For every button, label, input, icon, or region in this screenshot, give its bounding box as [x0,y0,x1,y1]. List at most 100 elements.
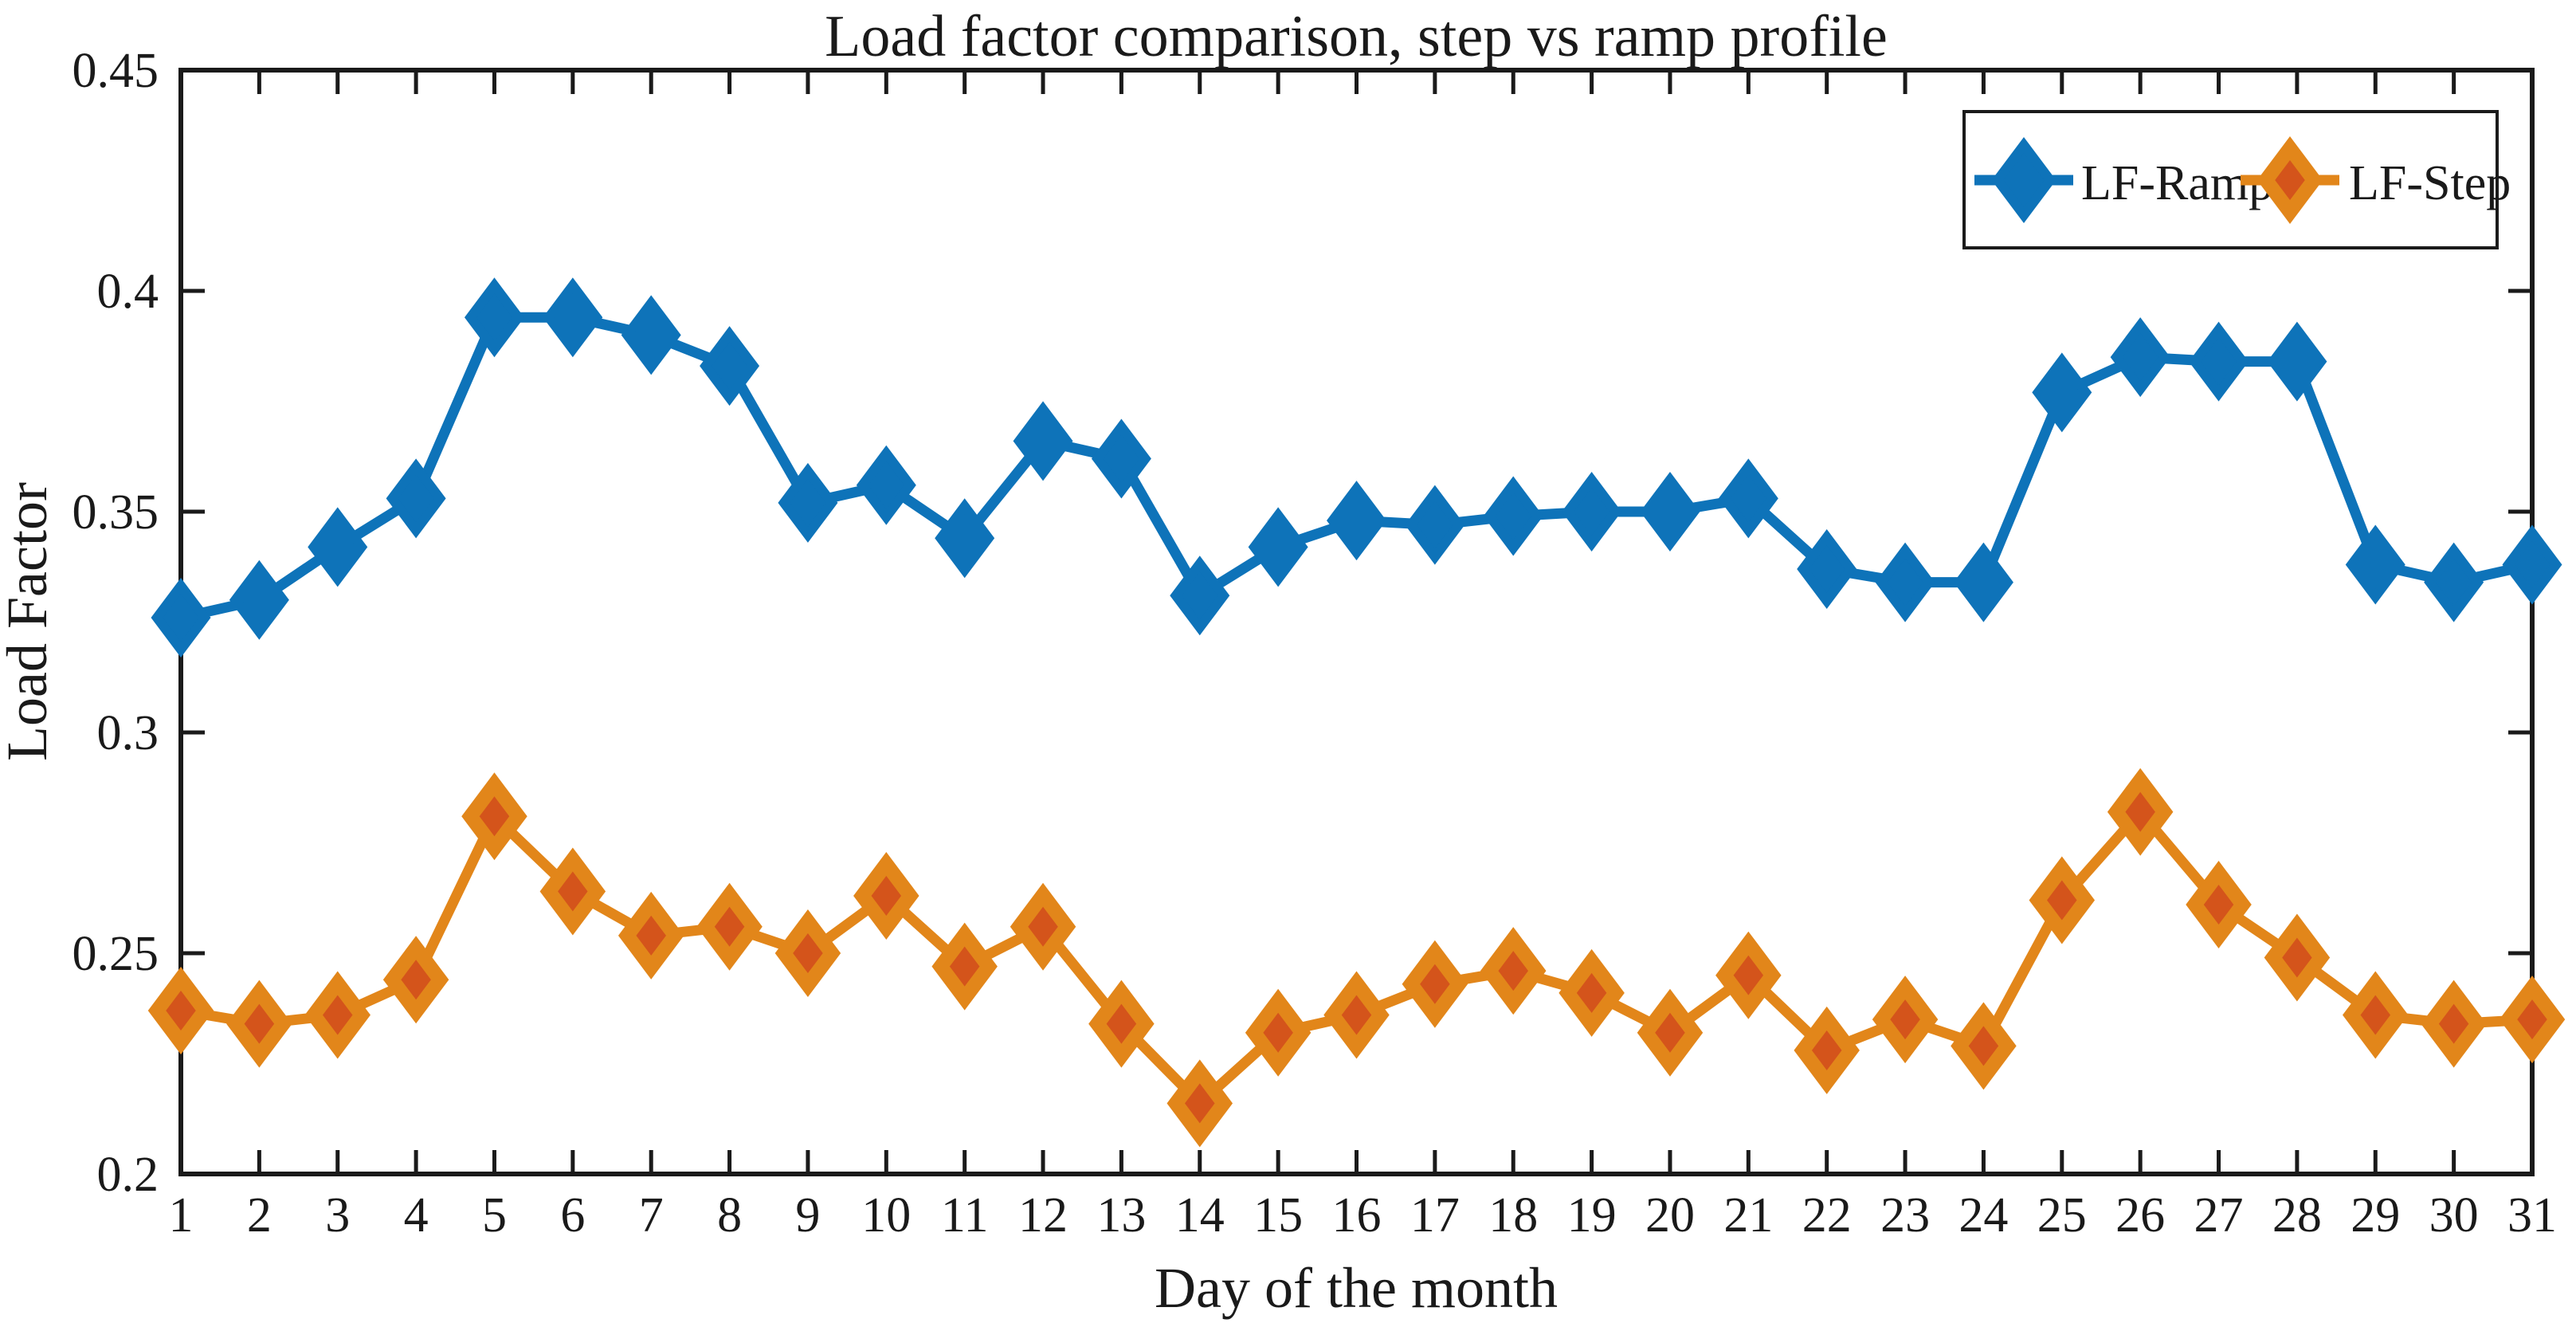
data-point-marker [1405,485,1465,565]
x-tick-label: 7 [639,1188,664,1243]
data-point-marker [464,277,524,358]
data-point-marker [2029,856,2096,944]
data-point-marker [2186,861,2252,949]
x-axis-label: Day of the month [1155,1256,1558,1320]
data-point-marker [1875,542,1935,622]
data-point-marker [1483,476,1543,556]
x-tick-label: 22 [1802,1188,1852,1243]
series-line-lf-ramp [175,312,2538,623]
axes: 1 2 3 4 5 6 7 8 9 10 11 12 13 14 15 16 17 18 19 20 21 22 23 24 2… [73,44,2558,1243]
x-tick-label: 10 [861,1188,911,1243]
x-tick-label: 1 [169,1188,194,1243]
data-point-marker [853,851,919,940]
data-point-marker [539,847,606,936]
x-tick-label: 30 [2429,1188,2479,1243]
x-tick-label: 14 [1175,1188,1225,1243]
data-point-marker [2032,352,2092,433]
data-point-marker [2421,980,2487,1068]
data-point-marker [386,458,446,539]
data-point-marker [1327,481,1386,561]
x-tick-label: 19 [1567,1188,1617,1243]
data-point-marker [1091,418,1151,499]
data-point-marker [2343,971,2409,1059]
data-point-marker [382,936,449,1024]
data-point-marker [1248,507,1308,587]
data-point-marker [1953,542,2013,622]
x-tick-label: 20 [1645,1188,1695,1243]
data-point-marker [2264,913,2331,1002]
data-point-marker [1559,948,1625,1037]
data-point-marker [2345,524,2405,605]
x-tick-label: 9 [795,1188,820,1243]
data-point-marker [1010,882,1076,971]
data-point-marker [1640,472,1700,552]
x-tick-label: 27 [2194,1188,2244,1243]
x-tick-label: 18 [1488,1188,1538,1243]
x-tick-label: 13 [1096,1188,1146,1243]
data-point-marker [1872,976,1939,1064]
data-point-marker [1088,980,1155,1068]
data-point-marker [1166,1059,1233,1148]
x-tick-label: 8 [717,1188,742,1243]
data-point-marker [1715,931,1782,1019]
data-point-marker [1402,940,1468,1028]
y-tick-label: 0.4 [97,265,159,319]
x-tick-label: 17 [1410,1188,1460,1243]
data-point-marker [2256,136,2323,224]
data-point-marker [935,498,995,579]
data-point-marker [1718,458,1778,539]
chart-title: Load factor comparison, step vs ramp pro… [825,4,1888,69]
data-point-marker [304,971,371,1059]
data-point-marker [1245,988,1312,1077]
x-tick-label: 6 [560,1188,585,1243]
data-point-marker [1991,137,2056,223]
data-point-marker [229,559,289,640]
x-tick-label: 21 [1723,1188,1773,1243]
y-axis-label: Load Factor [0,482,59,761]
data-point-marker [778,462,838,543]
data-point-marker [1562,472,1622,552]
x-tick-label: 5 [482,1188,507,1243]
data-point-marker [700,326,760,406]
y-tick-label: 0.45 [73,44,159,98]
data-point-marker [696,882,763,971]
data-point-marker [1170,556,1230,636]
data-point-marker [1323,971,1390,1059]
data-point-marker [1794,1006,1860,1094]
x-tick-label: 3 [325,1188,350,1243]
data-point-marker [461,772,527,861]
data-point-marker [151,577,211,658]
data-point-marker [308,507,368,587]
data-point-marker [618,891,684,980]
legend-label-lf-step: LF-Step [2349,156,2511,210]
data-point-marker [931,922,998,1011]
data-point-marker [2110,317,2170,398]
data-point-marker [2267,321,2327,402]
x-tick-label: 23 [1880,1188,1930,1243]
legend: LF-Ramp LF-Step [1962,110,2511,249]
data-point-marker [1951,1002,2017,1090]
data-point-marker [1013,401,1073,481]
y-tick-label: 0.35 [73,485,159,540]
data-point-marker [1637,988,1704,1077]
data-point-marker [147,967,214,1055]
y-tick-label: 0.2 [97,1148,159,1202]
data-point-marker [2499,976,2566,1064]
x-tick-label: 25 [2037,1188,2087,1243]
series-line-lf-step [175,807,2538,1109]
data-point-marker [2189,321,2249,402]
x-tick-label: 12 [1018,1188,1068,1243]
data-point-marker [774,909,841,998]
data-point-marker [1480,927,1547,1015]
data-point-marker [2424,542,2484,622]
y-tick-label: 0.25 [73,927,159,981]
x-tick-label: 26 [2115,1188,2165,1243]
data-point-marker [226,980,292,1068]
series-layer [147,277,2566,1148]
x-tick-label: 4 [404,1188,429,1243]
data-point-marker [543,277,603,358]
x-tick-label: 29 [2351,1188,2400,1243]
data-point-marker [621,295,681,375]
